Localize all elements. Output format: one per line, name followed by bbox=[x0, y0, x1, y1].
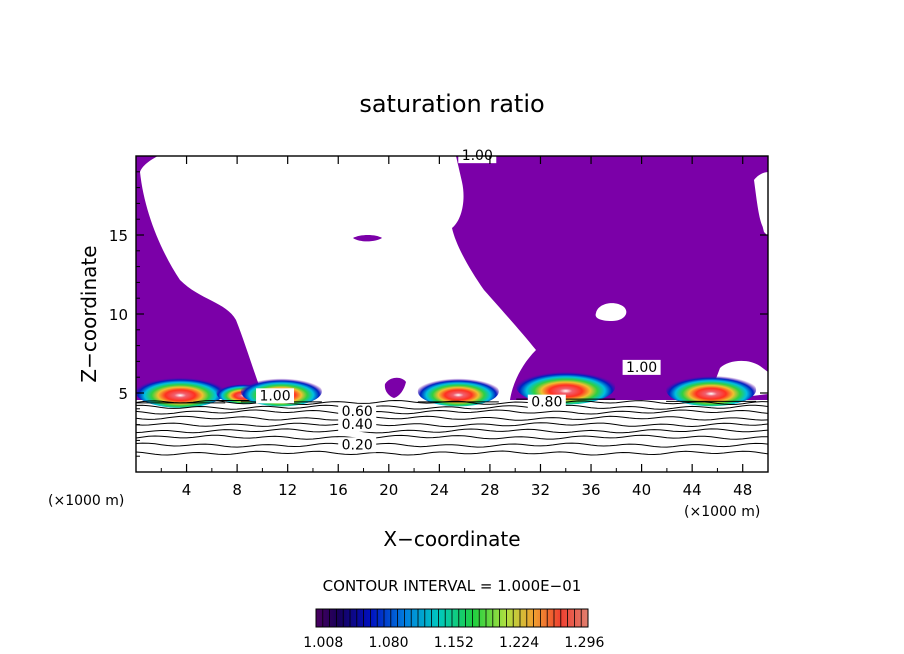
x-tick-label-36: 36 bbox=[581, 481, 600, 499]
subsaturated-hole-1 bbox=[595, 303, 627, 321]
y-tick-label-5: 5 bbox=[118, 385, 128, 403]
contour-line-5 bbox=[136, 422, 768, 428]
x-tick-label-20: 20 bbox=[379, 481, 398, 499]
x-tick-label-48: 48 bbox=[733, 481, 752, 499]
x-units-left: (×1000 m) bbox=[48, 493, 124, 509]
cloud-core-1 bbox=[136, 375, 226, 408]
cloud-core-4 bbox=[417, 376, 499, 407]
contour-line-9 bbox=[136, 450, 768, 456]
y-axis-ticks: 5 10 15 bbox=[109, 171, 768, 457]
x-tick-label-8: 8 bbox=[232, 481, 242, 499]
contour-label-bg-4 bbox=[527, 394, 566, 410]
colorbar-label-3: 1.152 bbox=[434, 635, 474, 651]
x-tick-label-28: 28 bbox=[480, 481, 499, 499]
contour-label-bg-6 bbox=[338, 416, 377, 432]
colorbar-label-5: 1.296 bbox=[564, 635, 604, 651]
contour-label-7: 0.20 bbox=[342, 437, 373, 453]
contour-line-8 bbox=[136, 442, 768, 448]
chart-title: saturation ratio bbox=[359, 90, 544, 118]
x-tick-label-32: 32 bbox=[531, 481, 550, 499]
contour-label-3: 1.00 bbox=[626, 360, 657, 376]
x-tick-label-4: 4 bbox=[182, 481, 192, 499]
subsaturated-hole-3 bbox=[754, 172, 768, 232]
cloud-core-6 bbox=[666, 373, 757, 407]
contour-line-2 bbox=[136, 404, 768, 410]
x-tick-label-24: 24 bbox=[430, 481, 449, 499]
x-axis-label: X−coordinate bbox=[383, 527, 520, 551]
y-tick-label-10: 10 bbox=[109, 306, 128, 324]
x-units-right: (×1000 m) bbox=[684, 504, 760, 520]
contour-line-3 bbox=[136, 409, 768, 415]
contour-label-2: 1.00 bbox=[259, 388, 290, 404]
contour-line-1 bbox=[136, 399, 768, 406]
contour-line-4 bbox=[136, 415, 768, 421]
contour-lines bbox=[136, 399, 768, 456]
x-axis-ticks: 4 8 12 16 20 24 28 32 36 40 44 48 bbox=[160, 156, 752, 499]
contour-label-bg-5 bbox=[338, 404, 377, 420]
contour-label-bg-7 bbox=[338, 437, 377, 453]
x-tick-label-40: 40 bbox=[632, 481, 651, 499]
contour-label-bg-2 bbox=[256, 388, 295, 404]
contour-labels: 1.001.001.000.800.600.400.20 bbox=[256, 148, 661, 453]
x-tick-label-16: 16 bbox=[329, 481, 348, 499]
colorbar-ticks bbox=[315, 609, 589, 627]
small-cloud-blob-1 bbox=[353, 235, 382, 242]
contour-label-bg-3 bbox=[622, 359, 661, 375]
y-tick-label-15: 15 bbox=[109, 227, 128, 245]
supersaturated-region bbox=[136, 156, 768, 400]
colorbar-label-4: 1.224 bbox=[499, 635, 539, 651]
contour-line-7 bbox=[136, 434, 768, 440]
contour-line-6 bbox=[136, 428, 768, 434]
contour-label-4: 0.80 bbox=[531, 395, 562, 411]
contour-label-6: 0.40 bbox=[342, 417, 373, 433]
colorbar-labels: 1.008 1.080 1.152 1.224 1.296 bbox=[303, 635, 604, 651]
contour-interval-text: CONTOUR INTERVAL = 1.000E−01 bbox=[323, 577, 582, 595]
small-cloud-blob-2 bbox=[384, 377, 406, 398]
colorbar-label-1: 1.008 bbox=[303, 635, 343, 651]
x-tick-label-12: 12 bbox=[278, 481, 297, 499]
contour-label-5: 0.60 bbox=[342, 404, 373, 420]
y-axis-label: Z−coordinate bbox=[77, 245, 101, 382]
colorbar-label-2: 1.080 bbox=[368, 635, 408, 651]
x-tick-label-44: 44 bbox=[683, 481, 702, 499]
